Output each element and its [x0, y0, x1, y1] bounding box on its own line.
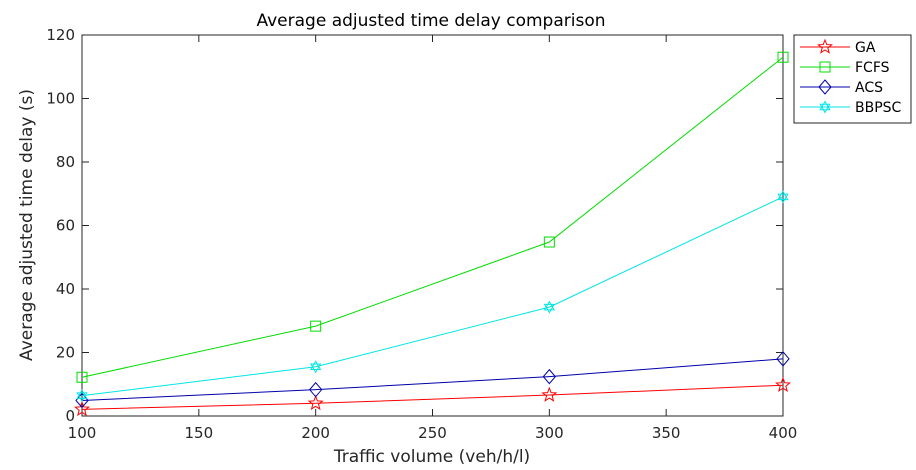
data-point-bbpsc-part-b: [777, 193, 789, 204]
legend-marker-bbpsc-part-b: [819, 103, 831, 114]
y-tick-label: 60: [56, 217, 75, 235]
x-tick-label: 250: [418, 424, 447, 442]
data-point-bbpsc-part-b: [543, 303, 555, 314]
chart-title: Average adjusted time delay comparison: [256, 11, 605, 31]
legend-label: ACS: [855, 80, 883, 96]
data-point-acs: [309, 381, 323, 398]
x-tick-label: 200: [301, 424, 330, 442]
y-tick-label: 100: [46, 90, 75, 108]
data-point-bbpsc-part-a: [777, 190, 789, 201]
y-axis-label: Average adjusted time delay (s): [17, 89, 37, 361]
series-layer: [74, 51, 791, 417]
legend-label: BBPSC: [855, 100, 902, 116]
y-tick-label: 120: [46, 26, 75, 44]
series-bbpsc: [76, 190, 789, 403]
legend-label: FCFS: [855, 60, 890, 76]
x-tick-label: 300: [535, 424, 564, 442]
y-tick-label: 80: [56, 153, 75, 171]
series-line-bbpsc: [81, 196, 784, 397]
series-line-ga: [81, 384, 784, 410]
legend-marker-ga: [817, 38, 833, 54]
data-point-fcfs: [310, 320, 322, 332]
legend-marker-bbpsc-part-a: [819, 100, 831, 111]
legend: GA FCFS ACS BBPSC: [793, 34, 912, 124]
data-point-bbpsc-part-a: [310, 360, 322, 371]
data-point-ga: [307, 394, 324, 411]
legend-box: [793, 34, 912, 124]
data-point-ga: [775, 376, 791, 392]
x-axis: 100 150 200 250 300 350 400: [68, 35, 798, 442]
y-tick-label: 0: [65, 407, 75, 425]
x-tick-label: 350: [652, 424, 681, 442]
data-point-bbpsc-part-b: [310, 363, 322, 374]
legend-marker-fcfs: [819, 61, 831, 73]
x-axis-label: Traffic volume (veh/h/l): [333, 447, 530, 467]
data-point-fcfs: [777, 51, 789, 63]
data-point-bbpsc-part-a: [76, 389, 88, 399]
data-point-acs: [776, 351, 790, 367]
plot-frame: [81, 34, 784, 417]
series-line-acs: [81, 358, 784, 401]
data-point-ga: [74, 400, 90, 417]
data-point-bbpsc: [310, 360, 322, 374]
y-tick-label: 20: [56, 344, 75, 362]
legend-marker-bbpsc: [819, 100, 831, 114]
data-point-bbpsc: [777, 190, 789, 204]
x-tick-label: 150: [185, 424, 214, 442]
legend-label: GA: [855, 40, 876, 56]
data-point-fcfs: [76, 371, 88, 383]
series-fcfs: [76, 51, 789, 383]
legend-marker-acs: [818, 79, 832, 95]
x-tick-label: 400: [769, 424, 798, 442]
plot-area: [81, 34, 784, 417]
y-tick-label: 40: [56, 280, 75, 298]
series-line-fcfs: [81, 56, 784, 378]
data-point-fcfs: [543, 236, 555, 248]
data-point-bbpsc-part-b: [76, 392, 88, 403]
data-point-bbpsc: [76, 389, 88, 403]
data-point-ga: [541, 386, 558, 402]
x-tick-label: 100: [68, 424, 97, 442]
series-ga: [74, 376, 791, 417]
y-axis: 0 20 40 60 80 100 120: [46, 26, 783, 425]
data-point-acs: [542, 368, 556, 385]
data-point-bbpsc-part-a: [543, 300, 555, 311]
data-point-bbpsc: [543, 300, 555, 314]
